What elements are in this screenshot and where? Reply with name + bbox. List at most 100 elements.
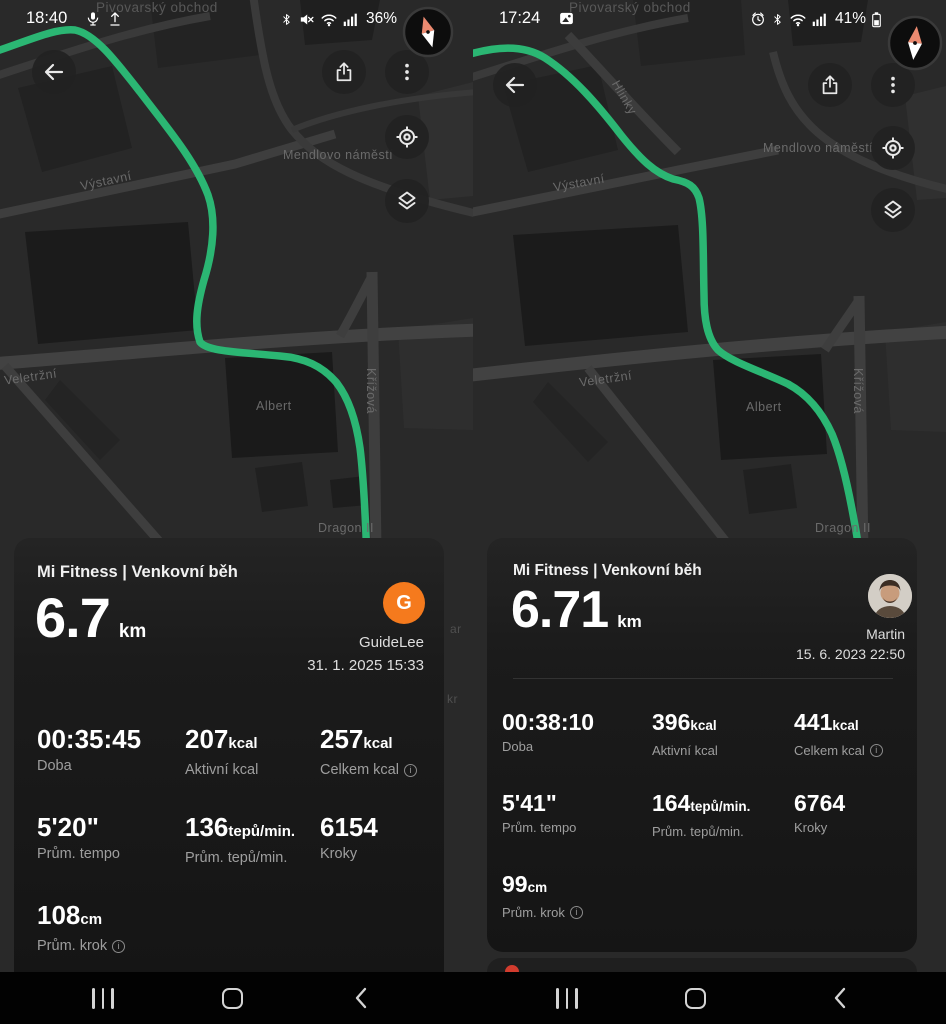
stat-active-kcal: 207 kcal Aktivní kcal bbox=[185, 724, 259, 778]
info-icon[interactable]: i bbox=[403, 764, 417, 777]
stats-grid: 00:38:10 Doba 396 kcal Aktivní kcal 441 kc… bbox=[502, 708, 914, 923]
more-menu-button[interactable] bbox=[871, 63, 915, 107]
nav-back-button[interactable] bbox=[810, 972, 870, 1024]
crosshair-icon bbox=[882, 137, 904, 159]
recents-button[interactable] bbox=[73, 972, 133, 1024]
user-name: GuideLee bbox=[358, 634, 424, 651]
card-title: Mi Fitness | Venkovní běh bbox=[513, 562, 702, 579]
activity-datetime: 15. 6. 2023 22:50 bbox=[796, 646, 905, 662]
distance-unit: km bbox=[617, 612, 642, 631]
stat-total-kcal: 257 kcal Celkem kcal i bbox=[320, 724, 442, 782]
activity-card: Mi Fitness | Venkovní běh 6.71 km Martin… bbox=[487, 538, 917, 952]
alarm-icon bbox=[752, 12, 764, 26]
stat-steps: 6764 Kroky bbox=[794, 790, 846, 835]
map-label: Albert bbox=[746, 400, 782, 414]
stat-avg-pace: 5'20" Prům. tempo bbox=[37, 812, 120, 862]
signal-icon bbox=[812, 13, 826, 26]
android-nav-bar bbox=[473, 972, 946, 1024]
status-bar: 17:24 41% bbox=[473, 0, 946, 38]
right-phone: Pivovarský obchod Hlinky Výstavní Mendlo… bbox=[473, 0, 946, 1024]
stat-steps: 6154 Kroky bbox=[320, 812, 378, 862]
map-label: Dragon II bbox=[815, 521, 871, 535]
user-name: Martin bbox=[866, 626, 905, 642]
compass-icon[interactable] bbox=[887, 15, 943, 76]
map-canvas bbox=[0, 0, 473, 972]
stat-avg-pace: 5'41" Prům. tempo bbox=[502, 790, 577, 835]
map-label: Pivovarský obchod bbox=[96, 0, 218, 15]
map-label: Dragon II bbox=[318, 521, 374, 535]
home-button[interactable] bbox=[665, 972, 725, 1024]
upload-icon bbox=[110, 12, 120, 26]
mute-icon bbox=[300, 14, 314, 24]
next-card-peek[interactable] bbox=[487, 958, 917, 972]
distance-unit: km bbox=[118, 621, 147, 642]
locate-button[interactable] bbox=[871, 126, 915, 170]
info-icon[interactable]: i bbox=[569, 906, 583, 919]
bluetooth-icon bbox=[774, 13, 781, 25]
map-label-fragment: ar bbox=[450, 622, 462, 636]
layers-icon bbox=[884, 200, 902, 219]
kebab-menu-icon bbox=[891, 76, 895, 94]
back-button[interactable] bbox=[32, 50, 76, 94]
share-icon bbox=[336, 62, 352, 82]
stat-avg-hr: 164 tepů/min. Prům. tepů/min. bbox=[652, 790, 751, 839]
map-label: Albert bbox=[256, 399, 292, 413]
map-label: Pivovarský obchod bbox=[569, 0, 691, 15]
avatar[interactable]: G bbox=[383, 582, 425, 624]
back-arrow-icon bbox=[44, 63, 64, 81]
card-title: Mi Fitness | Venkovní běh bbox=[37, 563, 238, 581]
locate-button[interactable] bbox=[385, 115, 429, 159]
recents-icon bbox=[556, 987, 578, 1009]
stat-duration: 00:38:10 Doba bbox=[502, 709, 595, 754]
more-menu-button[interactable] bbox=[385, 50, 429, 94]
distance: 6.71 km bbox=[511, 580, 642, 640]
layers-icon bbox=[398, 191, 416, 210]
home-icon bbox=[684, 987, 706, 1009]
recents-button[interactable] bbox=[537, 972, 597, 1024]
compass-icon[interactable] bbox=[402, 6, 454, 63]
distance-value: 6.71 bbox=[511, 581, 609, 639]
clock: 17:24 bbox=[499, 9, 541, 27]
layers-button[interactable] bbox=[385, 179, 429, 223]
stat-total-kcal: 441 kcal Celkem kcal i bbox=[794, 708, 914, 761]
bluetooth-icon bbox=[283, 13, 290, 25]
signal-icon bbox=[343, 13, 357, 26]
activity-card: Mi Fitness | Venkovní běh 6.7 km G Guide… bbox=[14, 538, 444, 972]
chevron-left-icon bbox=[355, 987, 367, 1009]
layers-button[interactable] bbox=[871, 188, 915, 232]
crosshair-icon bbox=[396, 126, 418, 148]
gallery-icon bbox=[560, 12, 573, 25]
map-label: Křížová bbox=[851, 368, 865, 414]
left-phone: Pivovarský obchod Výstavní Mendlovo námě… bbox=[0, 0, 473, 1024]
wifi-icon bbox=[321, 14, 337, 26]
android-nav-bar bbox=[0, 972, 473, 1024]
share-button[interactable] bbox=[808, 63, 852, 107]
distance-value: 6.7 bbox=[35, 586, 111, 649]
back-button[interactable] bbox=[493, 63, 537, 107]
share-button[interactable] bbox=[322, 50, 366, 94]
map-left[interactable]: Pivovarský obchod Výstavní Mendlovo námě… bbox=[0, 0, 473, 972]
route-polyline bbox=[473, 44, 864, 564]
battery-percent: 41% bbox=[834, 10, 866, 27]
status-bar: 18:40 36% bbox=[0, 0, 473, 38]
recents-icon bbox=[92, 987, 114, 1009]
kebab-menu-icon bbox=[405, 63, 409, 81]
info-icon[interactable]: i bbox=[112, 940, 126, 953]
stat-duration: 00:35:45 Doba bbox=[37, 724, 142, 774]
home-icon bbox=[221, 987, 243, 1009]
route-polyline bbox=[0, 26, 371, 564]
info-icon[interactable]: i bbox=[869, 744, 883, 757]
avatar[interactable] bbox=[868, 574, 912, 618]
chevron-left-icon bbox=[834, 987, 846, 1009]
home-button[interactable] bbox=[202, 972, 262, 1024]
back-arrow-icon bbox=[505, 76, 525, 94]
clock: 18:40 bbox=[26, 9, 68, 27]
stats-grid: 00:35:45 Doba 207 kcal Aktivní kcal 257 kc… bbox=[37, 724, 442, 958]
activity-datetime: 31. 1. 2025 15:33 bbox=[307, 657, 424, 674]
map-label: Mendlovo náměstí bbox=[283, 148, 394, 162]
nav-back-button[interactable] bbox=[331, 972, 391, 1024]
battery-icon bbox=[872, 11, 881, 27]
stat-avg-stride: 108 cm Prům. krok i bbox=[37, 900, 185, 958]
microphone-icon bbox=[87, 12, 99, 26]
